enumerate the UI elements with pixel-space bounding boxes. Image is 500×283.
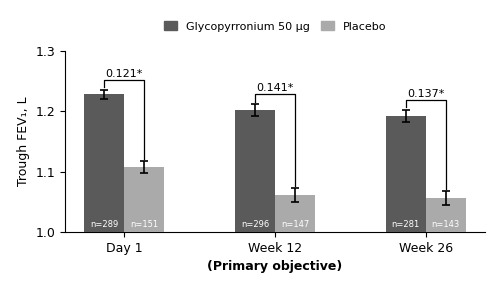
Text: n=143: n=143 (432, 220, 460, 229)
Text: n=289: n=289 (90, 220, 118, 229)
Text: n=296: n=296 (241, 220, 269, 229)
Y-axis label: Trough FEV₁, L: Trough FEV₁, L (17, 97, 30, 186)
Bar (124, 168, 164, 232)
Bar (386, 115, 426, 232)
Text: n=147: n=147 (281, 220, 309, 229)
Bar (275, 195, 315, 232)
Text: 0.137*: 0.137* (407, 89, 445, 99)
Text: 0.121*: 0.121* (106, 69, 143, 79)
Bar (84, 95, 124, 232)
Text: n=151: n=151 (130, 220, 158, 229)
Bar (426, 198, 466, 232)
Text: 0.141*: 0.141* (256, 83, 294, 93)
Legend: Glycopyrronium 50 μg, Placebo: Glycopyrronium 50 μg, Placebo (159, 17, 391, 36)
Bar (235, 110, 275, 232)
X-axis label: (Primary objective): (Primary objective) (208, 260, 342, 273)
Text: n=281: n=281 (392, 220, 419, 229)
